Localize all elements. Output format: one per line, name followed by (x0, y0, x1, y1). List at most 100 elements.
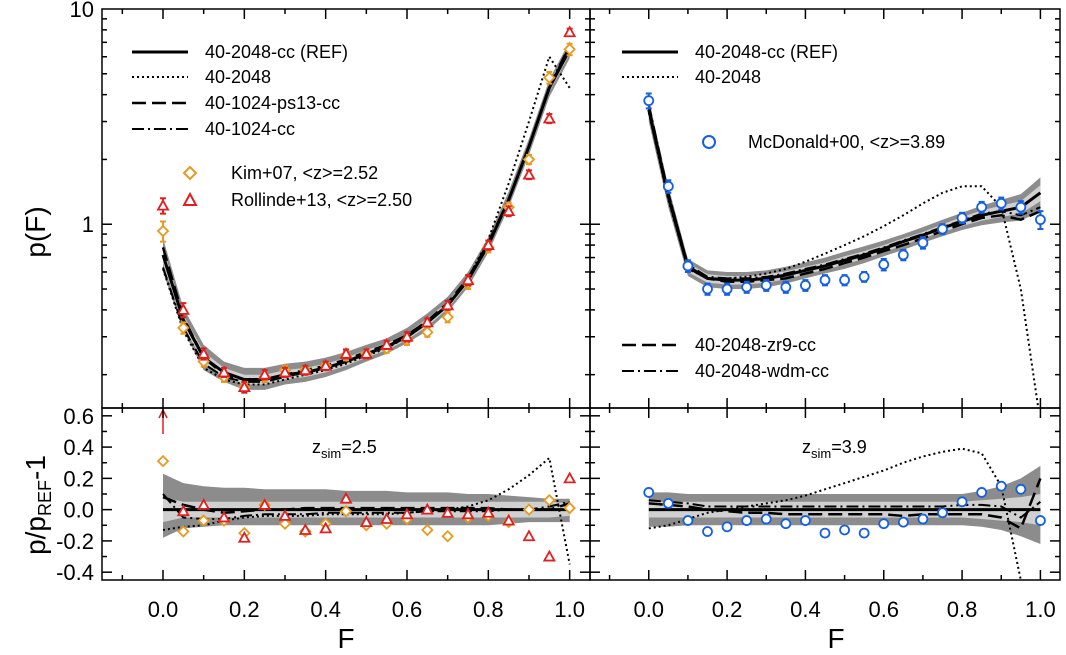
data-point-circle (858, 527, 870, 539)
panel-top-right (589, 8, 1061, 409)
data-point-triangle (339, 346, 353, 359)
plot-area (643, 92, 1046, 408)
data-point-circle (878, 259, 890, 270)
panel-top-left: 1 10 (70, 0, 591, 409)
data-point-circle (956, 212, 968, 224)
series-line-dotted (162, 54, 571, 386)
data-point-circle (780, 518, 792, 530)
data-point-triangle (522, 167, 536, 180)
x-axis-title-right: F (827, 623, 844, 654)
series-line-dashed (162, 495, 571, 515)
data-point-circle (976, 487, 988, 498)
data-point-triangle (522, 529, 536, 542)
data-point-circle (702, 526, 713, 537)
series-line-dotted (648, 447, 1022, 580)
data-point-triangle (237, 380, 251, 393)
data-point-triangle (176, 504, 190, 517)
panel-bottom-right: 0.0 0.2 0.4 0.6 0.8 1.0 (589, 407, 1061, 622)
x-tick-label: 0.0 (633, 597, 664, 622)
data-point-diamond (197, 514, 210, 527)
data-point-triangle (542, 549, 556, 562)
y-tick-label: 0.2 (63, 466, 94, 491)
data-point-circle (760, 279, 772, 291)
data-point-triangle (359, 515, 373, 528)
data-point-circle (1035, 214, 1046, 226)
series-line-dashdot (162, 493, 570, 520)
data-point-circle (937, 507, 948, 519)
series-line-dashed (648, 477, 1042, 531)
data-point-circle (839, 274, 850, 286)
data-point-circle (682, 515, 694, 526)
data-point-diamond (156, 224, 170, 238)
data-point-triangle (278, 509, 292, 521)
data-point-circle (643, 95, 655, 107)
data-point-triangle (461, 273, 475, 286)
data-point-circle (976, 201, 988, 213)
data-point-circle (858, 271, 870, 283)
series-line-dashdot (647, 104, 1041, 280)
data-point-triangle (420, 502, 434, 515)
y-tick-label: 0.6 (63, 404, 94, 429)
legend-top-left: 40-2048-cc (REF) 40-2048 40-1024-ps13-cc… (132, 42, 412, 210)
data-point-diamond (522, 503, 536, 516)
data-point-triangle (156, 198, 170, 211)
data-point-diamond (177, 321, 190, 335)
plot-area (156, 408, 577, 565)
data-point-circle (819, 527, 831, 539)
y-tick-label: -0.2 (56, 529, 94, 554)
data-point-triangle (502, 513, 516, 526)
data-point-circle (800, 515, 811, 526)
zsim-label-left: zsim=2.5 (312, 437, 377, 461)
data-point-triangle (237, 530, 251, 543)
data-point-circle (1015, 483, 1027, 495)
y-tick-label: 0.0 (63, 498, 94, 523)
legend-marker-mcdonald (702, 135, 716, 149)
y-axis-title-bottom: p/pREF-1 (20, 455, 55, 555)
data-point-triangle (441, 505, 455, 518)
x-tick-label: 1.0 (1025, 597, 1056, 622)
data-point-triangle (420, 315, 434, 328)
data-point-triangle (400, 329, 414, 342)
x-tick-label: 0.6 (868, 597, 899, 622)
data-point-triangle (400, 507, 414, 520)
data-point-triangle (481, 505, 495, 518)
x-tick-label: 0.2 (712, 597, 743, 622)
data-point-circle (995, 197, 1007, 209)
x-tick-label: 0.2 (229, 597, 260, 622)
data-point-triangle (461, 507, 475, 520)
y-axis-title-top: p(F) (20, 206, 51, 257)
x-tick-label: 0.8 (947, 597, 978, 622)
x-tick-label: 0.6 (392, 597, 423, 622)
data-point-diamond (278, 517, 292, 530)
data-point-circle (917, 237, 929, 249)
data-point-triangle (380, 338, 394, 350)
data-point-triangle (197, 498, 211, 510)
x-tick-label: 0.0 (148, 597, 179, 622)
data-point-circle (995, 480, 1007, 492)
data-point-circle (780, 281, 792, 293)
legend-label-ref-right: 40-2048-cc (REF) (695, 42, 838, 62)
data-point-diamond (441, 310, 454, 324)
data-point-circle (917, 513, 929, 525)
data-point-diamond (543, 71, 556, 84)
data-point-circle (956, 496, 968, 508)
series-line-dashdot (162, 44, 571, 383)
legend-label-1024-cc: 40-1024-cc (205, 119, 295, 139)
data-point-circle (897, 516, 909, 528)
data-point-triangle (258, 498, 272, 510)
legend-marker-kim (182, 165, 198, 181)
y-tick-label: -0.4 (56, 560, 94, 585)
data-point-diamond (177, 525, 190, 538)
legend-label-kim: Kim+07, <z>=2.52 (231, 163, 378, 183)
data-point-triangle (217, 510, 231, 523)
zsim-label-right: zsim=3.9 (802, 437, 867, 461)
data-point-circle (741, 281, 753, 293)
data-point-triangle (481, 238, 495, 250)
data-point-triangle (563, 471, 577, 484)
x-axis-title-left: F (337, 623, 354, 654)
data-point-circle (721, 283, 733, 295)
data-point-circle (937, 223, 948, 235)
legend-label-2048: 40-2048 (205, 67, 271, 87)
legend-label-rollinde: Rollinde+13, <z>=2.50 (231, 190, 412, 210)
